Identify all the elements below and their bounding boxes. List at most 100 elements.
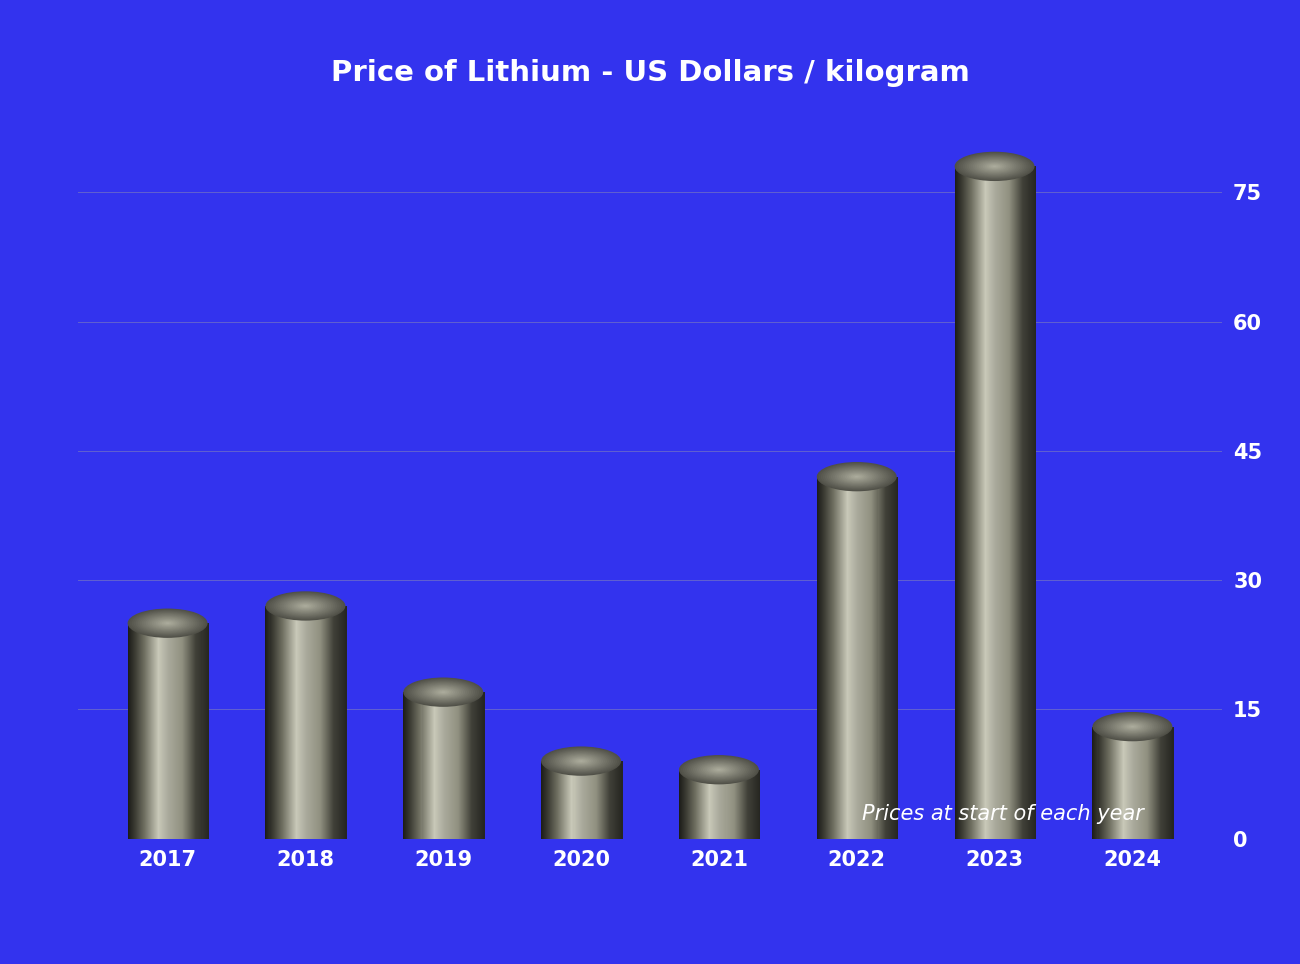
Bar <box>1164 727 1165 839</box>
Bar <box>736 769 737 839</box>
Bar <box>831 476 832 839</box>
Bar <box>308 606 309 839</box>
Bar <box>316 606 317 839</box>
Ellipse shape <box>967 156 1023 176</box>
Bar <box>458 692 459 839</box>
Bar <box>1110 727 1112 839</box>
Bar <box>985 167 987 839</box>
Bar <box>857 476 859 839</box>
Bar <box>884 476 885 839</box>
Bar <box>550 762 551 839</box>
Bar <box>198 623 199 839</box>
Bar <box>1097 727 1098 839</box>
Bar <box>194 623 195 839</box>
Bar <box>1138 727 1139 839</box>
Bar <box>1096 727 1098 839</box>
Bar <box>829 476 832 839</box>
Bar <box>282 606 285 839</box>
Ellipse shape <box>280 597 332 615</box>
Bar <box>686 769 688 839</box>
Bar <box>333 606 335 839</box>
Bar <box>144 623 146 839</box>
Ellipse shape <box>1096 713 1169 739</box>
Bar <box>422 692 424 839</box>
Bar <box>1115 727 1117 839</box>
Ellipse shape <box>1124 724 1140 730</box>
Bar <box>1018 167 1021 839</box>
Ellipse shape <box>130 609 205 637</box>
Ellipse shape <box>961 154 1028 179</box>
Bar <box>738 769 740 839</box>
Bar <box>703 769 705 839</box>
Bar <box>608 762 610 839</box>
Ellipse shape <box>566 755 597 767</box>
Bar <box>827 476 828 839</box>
Bar <box>686 769 689 839</box>
Bar <box>182 623 183 839</box>
Bar <box>1136 727 1138 839</box>
Ellipse shape <box>696 761 742 779</box>
Bar <box>1018 167 1019 839</box>
Bar <box>690 769 692 839</box>
Bar <box>855 476 857 839</box>
Bar <box>604 762 606 839</box>
Bar <box>169 623 170 839</box>
Ellipse shape <box>983 162 1006 171</box>
Bar <box>328 606 329 839</box>
Bar <box>408 692 410 839</box>
Ellipse shape <box>968 157 1020 175</box>
Bar <box>187 623 188 839</box>
Bar <box>747 769 749 839</box>
Bar <box>203 623 204 839</box>
Ellipse shape <box>551 750 611 772</box>
Ellipse shape <box>153 618 182 629</box>
Bar <box>590 762 593 839</box>
Bar <box>746 769 747 839</box>
Bar <box>332 606 333 839</box>
Bar <box>1019 167 1020 839</box>
Bar <box>820 476 822 839</box>
Bar <box>997 167 998 839</box>
Bar <box>334 606 335 839</box>
Bar <box>471 692 472 839</box>
Bar <box>404 692 406 839</box>
Bar <box>413 692 415 839</box>
Ellipse shape <box>161 621 174 626</box>
Bar <box>854 476 855 839</box>
Bar <box>862 476 865 839</box>
Bar <box>679 769 680 839</box>
Ellipse shape <box>417 683 469 702</box>
Ellipse shape <box>142 614 194 632</box>
Bar <box>838 476 841 839</box>
Ellipse shape <box>563 755 599 767</box>
Ellipse shape <box>837 469 876 484</box>
Bar <box>150 623 151 839</box>
Bar <box>688 769 690 839</box>
Bar <box>429 692 430 839</box>
Bar <box>701 769 702 839</box>
Bar <box>1153 727 1154 839</box>
Bar <box>164 623 165 839</box>
Bar <box>443 692 445 839</box>
Bar <box>554 762 555 839</box>
Bar <box>867 476 868 839</box>
Bar <box>577 762 578 839</box>
Bar <box>302 606 303 839</box>
Bar <box>755 769 757 839</box>
Bar <box>878 476 879 839</box>
Bar <box>573 762 575 839</box>
Bar <box>309 606 312 839</box>
Bar <box>744 769 745 839</box>
Bar <box>269 606 272 839</box>
Bar <box>819 476 820 839</box>
Bar <box>335 606 337 839</box>
Bar <box>845 476 846 839</box>
Bar <box>598 762 599 839</box>
Bar <box>614 762 615 839</box>
Bar <box>403 692 404 839</box>
Bar <box>1105 727 1106 839</box>
Bar <box>416 692 417 839</box>
Bar <box>987 167 988 839</box>
Ellipse shape <box>407 679 480 706</box>
Bar <box>541 762 542 839</box>
